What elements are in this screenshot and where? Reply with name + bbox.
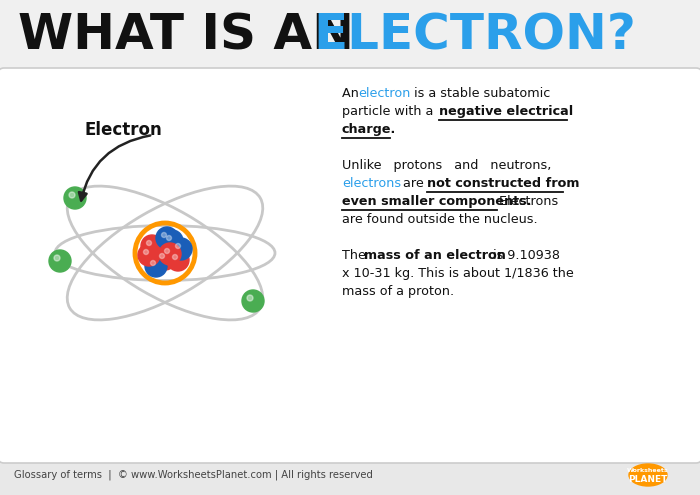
Text: x 10-31 kg. This is about 1/1836 the: x 10-31 kg. This is about 1/1836 the bbox=[342, 267, 574, 280]
Circle shape bbox=[176, 244, 181, 248]
Text: An: An bbox=[342, 87, 363, 100]
Circle shape bbox=[160, 253, 164, 258]
Text: not constructed from: not constructed from bbox=[427, 177, 580, 190]
Text: Glossary of terms  |  © www.WorksheetsPlanet.com | All rights reserved: Glossary of terms | © www.WorksheetsPlan… bbox=[14, 470, 373, 480]
Circle shape bbox=[167, 249, 189, 271]
Text: ELECTRON?: ELECTRON? bbox=[313, 12, 636, 60]
Circle shape bbox=[138, 244, 160, 266]
Text: Electrons: Electrons bbox=[495, 195, 559, 208]
Text: are: are bbox=[399, 177, 428, 190]
Circle shape bbox=[54, 255, 60, 261]
Circle shape bbox=[69, 192, 75, 198]
Text: Unlike   protons   and   neutrons,: Unlike protons and neutrons, bbox=[342, 159, 552, 172]
Circle shape bbox=[145, 255, 167, 277]
Text: The: The bbox=[342, 249, 370, 262]
FancyBboxPatch shape bbox=[0, 68, 700, 463]
Text: electron: electron bbox=[358, 87, 410, 100]
Circle shape bbox=[161, 230, 183, 252]
Text: mass of an electron: mass of an electron bbox=[364, 249, 506, 262]
Circle shape bbox=[162, 233, 167, 238]
Circle shape bbox=[164, 248, 169, 253]
Circle shape bbox=[170, 238, 192, 260]
Circle shape bbox=[154, 248, 176, 270]
Text: negative electrical: negative electrical bbox=[439, 105, 573, 118]
Text: even smaller components.: even smaller components. bbox=[342, 195, 531, 208]
Circle shape bbox=[156, 227, 178, 249]
Text: electrons: electrons bbox=[342, 177, 401, 190]
Circle shape bbox=[159, 243, 181, 265]
Text: Worksheets: Worksheets bbox=[627, 468, 668, 474]
Text: is a stable subatomic: is a stable subatomic bbox=[410, 87, 550, 100]
Circle shape bbox=[247, 295, 253, 301]
FancyBboxPatch shape bbox=[0, 0, 700, 77]
Text: WHAT IS AN: WHAT IS AN bbox=[18, 12, 372, 60]
Circle shape bbox=[242, 290, 264, 312]
Circle shape bbox=[64, 187, 86, 209]
Text: PLANET: PLANET bbox=[629, 475, 668, 484]
Text: mass of a proton.: mass of a proton. bbox=[342, 285, 454, 298]
Circle shape bbox=[167, 236, 172, 241]
Text: are found outside the nucleus.: are found outside the nucleus. bbox=[342, 213, 538, 226]
Text: charge.: charge. bbox=[342, 123, 396, 136]
Text: Electron: Electron bbox=[85, 121, 162, 139]
Circle shape bbox=[144, 249, 148, 254]
Circle shape bbox=[49, 250, 71, 272]
Circle shape bbox=[150, 260, 155, 265]
Text: is 9.10938: is 9.10938 bbox=[489, 249, 560, 262]
Circle shape bbox=[146, 241, 151, 246]
Text: particle with a: particle with a bbox=[342, 105, 438, 118]
Circle shape bbox=[172, 254, 178, 259]
Circle shape bbox=[141, 235, 163, 257]
Ellipse shape bbox=[629, 464, 667, 486]
